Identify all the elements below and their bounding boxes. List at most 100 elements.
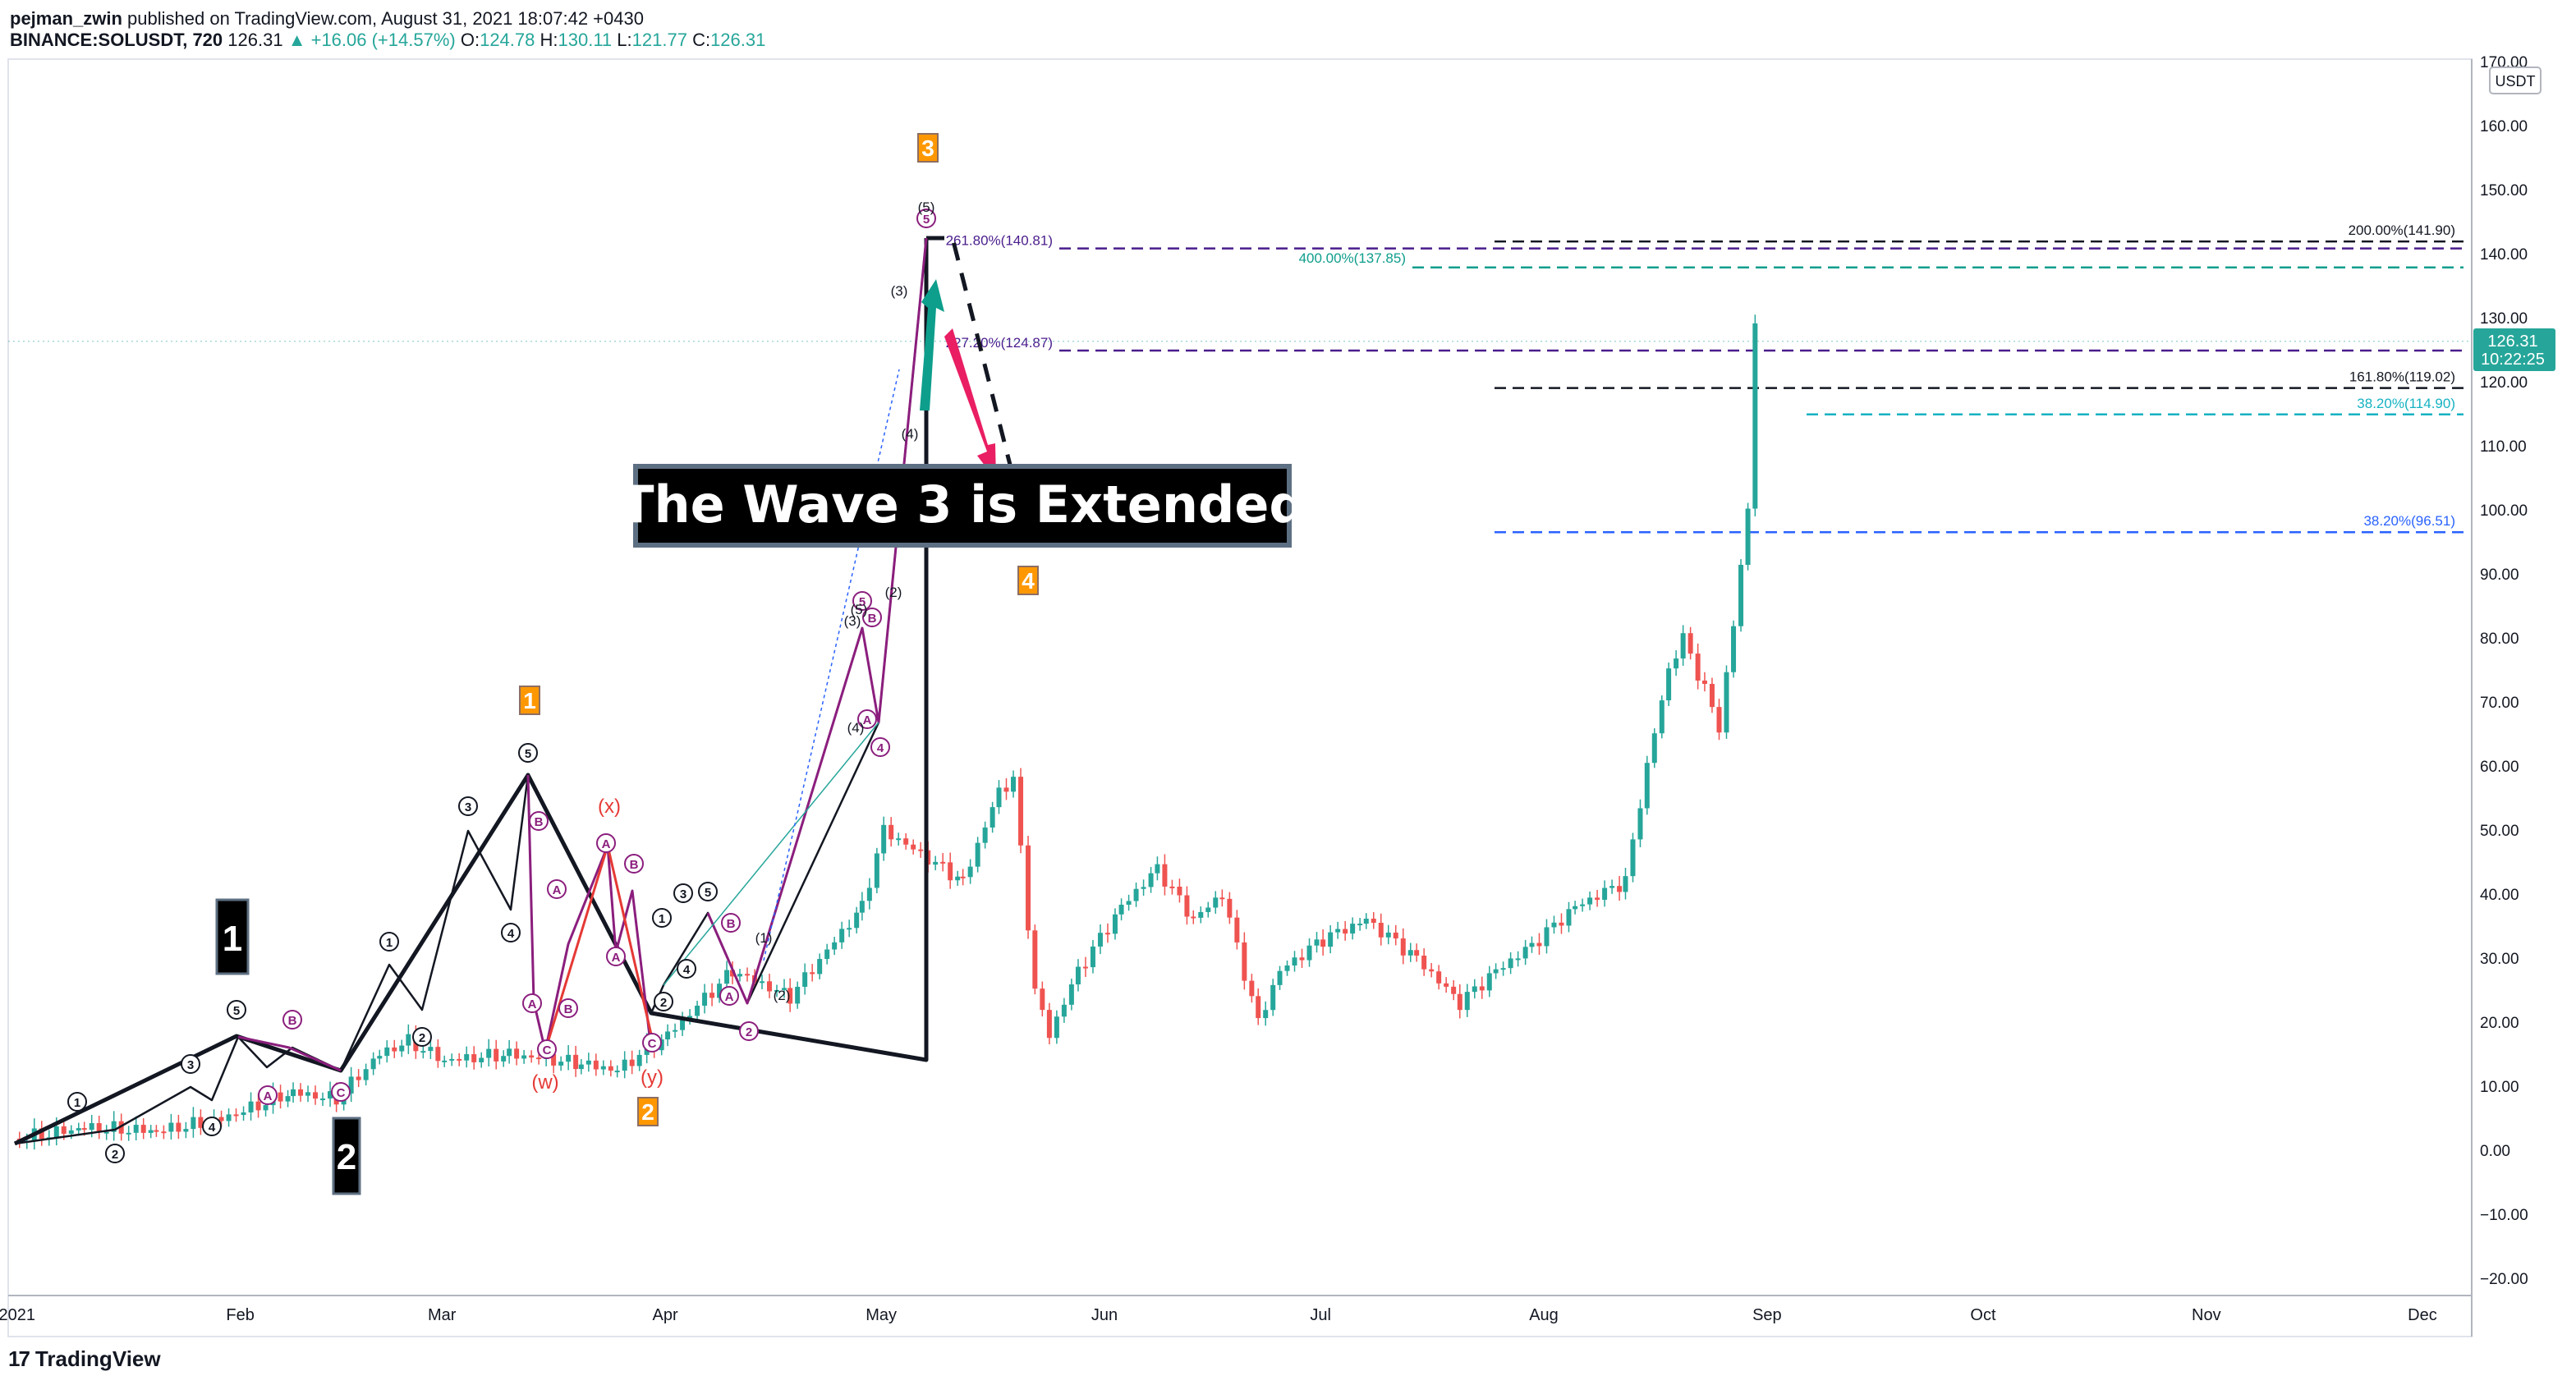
- candle-body: [1644, 763, 1650, 809]
- candle-body: [1407, 950, 1413, 956]
- candle-body: [313, 1092, 319, 1099]
- candle-body: [377, 1056, 383, 1059]
- wave-circle: [673, 883, 693, 903]
- candle-body: [854, 912, 860, 929]
- wave-circle-text: 4: [683, 963, 691, 977]
- candle-body: [1623, 876, 1628, 892]
- candle-body: [1385, 932, 1391, 938]
- trend-line: [663, 722, 879, 986]
- candle-body: [1687, 633, 1693, 654]
- header-publisher-line: pejman_zwin published on TradingView.com…: [10, 8, 644, 30]
- minor-wave-label: (3): [891, 283, 908, 299]
- candle-body: [392, 1047, 397, 1052]
- wave-circle-text: B: [727, 917, 736, 931]
- time-axis[interactable]: 2021 Feb Mar Apr May Jun Jul Aug Sep Oct Nov Dec: [0, 1306, 2437, 1324]
- candle-body: [996, 787, 1002, 808]
- wave-circle: [558, 998, 578, 1018]
- candle-body: [1500, 968, 1506, 970]
- y-tick-label: 10.00: [2480, 1079, 2519, 1096]
- y-tick-label: 0.00: [2480, 1143, 2510, 1160]
- wave-circle: [596, 833, 616, 853]
- x-tick-label: Sep: [1752, 1306, 1782, 1324]
- orange-wave-box-text: 4: [1022, 568, 1035, 594]
- candle-body: [948, 862, 953, 881]
- candle-body: [1573, 906, 1578, 910]
- close-value: 126.31: [710, 30, 766, 50]
- fib-label: 400.00%(137.85): [1299, 250, 1406, 266]
- candle-body: [1046, 1010, 1052, 1039]
- wave-circle: [522, 993, 542, 1013]
- candle-body: [435, 1047, 441, 1062]
- wave-3-extended-annotation[interactable]: The Wave 3 is Extended: [619, 464, 1306, 548]
- candle-body: [1602, 887, 1608, 900]
- minor-wave-label: (4): [902, 426, 919, 442]
- wave-circle-text: B: [630, 858, 639, 872]
- candle-body: [566, 1054, 572, 1062]
- candle-body: [521, 1055, 527, 1059]
- wave-circle-text: 3: [187, 1058, 194, 1072]
- candle-body: [1061, 1004, 1067, 1017]
- candle-body: [305, 1092, 311, 1096]
- candle-body: [839, 929, 845, 942]
- candle-body: [1479, 986, 1485, 991]
- currency-badge[interactable]: [2489, 66, 2542, 94]
- close-label: C:: [692, 30, 711, 50]
- candle-body: [1011, 777, 1017, 792]
- wave-circle-text: C: [648, 1037, 657, 1051]
- candle-body: [578, 1064, 584, 1070]
- candle-body: [1306, 945, 1312, 961]
- candle-body: [1752, 323, 1758, 509]
- orange-wave-box-text: 3: [921, 135, 934, 161]
- candle-body: [1680, 633, 1686, 659]
- y-tick-label: 110.00: [2480, 438, 2527, 456]
- orange-wave-box: [1017, 566, 1039, 595]
- header-ohlc-line: BINANCE:SOLUSDT, 720 126.31 ▲ +16.06 (+1…: [10, 30, 765, 51]
- wave-circle-text: 5: [923, 213, 930, 227]
- candle-body: [1674, 658, 1679, 669]
- candle-body: [1566, 909, 1572, 926]
- candle-body: [1263, 1010, 1269, 1019]
- candle-body: [1529, 942, 1535, 947]
- x-tick-label: Feb: [226, 1306, 254, 1324]
- wave-circle: [862, 608, 882, 627]
- y-tick-label: 90.00: [2480, 566, 2519, 584]
- last-price-countdown: 10:22:25: [2481, 351, 2545, 369]
- wave-circle-text: 2: [419, 1031, 425, 1045]
- tradingview-logo[interactable]: 17 TradingView: [8, 1346, 161, 1372]
- wave-markers: 123451234512345ABCABCABAABCAB2AB545(1)(2…: [67, 133, 1039, 1195]
- candle-body: [573, 1054, 579, 1070]
- candle-body: [1141, 887, 1146, 889]
- tradingview-logo-icon: 17: [8, 1346, 30, 1371]
- y-tick-label: 60.00: [2480, 759, 2519, 776]
- candle-body: [1724, 672, 1729, 733]
- candle-body: [1464, 992, 1470, 1011]
- y-tick-label: 120.00: [2480, 374, 2528, 392]
- minor-wave-label: (1): [755, 930, 773, 946]
- candle-body: [298, 1089, 304, 1096]
- candle-body: [695, 1005, 700, 1016]
- wave-circle-text: 2: [746, 1025, 752, 1039]
- candle-body: [89, 1123, 94, 1130]
- publisher-name[interactable]: pejman_zwin: [10, 8, 122, 29]
- candle-body: [428, 1047, 434, 1052]
- candle-body: [1536, 942, 1542, 947]
- price-axis[interactable]: 170.00160.00150.00140.00130.00120.00110.…: [2480, 54, 2528, 1288]
- candle-body: [1242, 942, 1247, 981]
- tradingview-logo-text: TradingView: [34, 1346, 161, 1371]
- candle-body: [1219, 897, 1225, 900]
- y-tick-label: 150.00: [2480, 182, 2528, 199]
- black-wave-box-text: 1: [223, 919, 242, 959]
- candle-body: [782, 988, 787, 990]
- candle-body: [802, 972, 808, 987]
- candle-body: [494, 1048, 499, 1062]
- wave-circle-text: 1: [386, 936, 393, 950]
- candle-body: [600, 1066, 606, 1070]
- symbol-label[interactable]: BINANCE:SOLUSDT, 720: [10, 30, 223, 50]
- candle-body: [608, 1066, 613, 1071]
- fib-label: 38.20%(114.90): [2357, 396, 2455, 411]
- candle-body: [81, 1128, 87, 1130]
- low-value: 121.77: [631, 30, 687, 50]
- wave-circle: [412, 1027, 432, 1047]
- candle-body: [1026, 845, 1031, 931]
